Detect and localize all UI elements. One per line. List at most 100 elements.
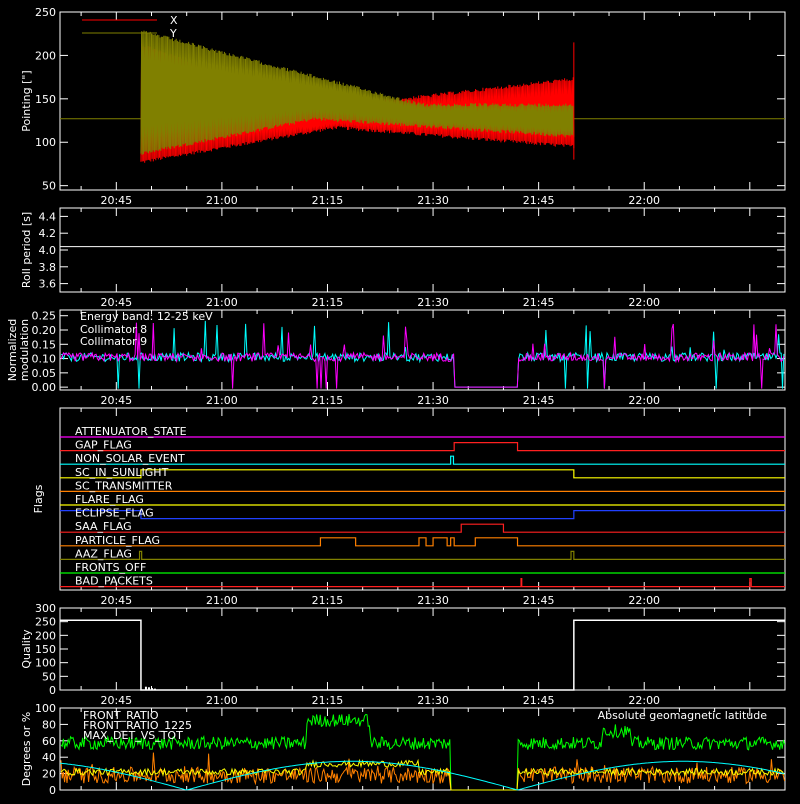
x-tick-label: 21:30	[417, 394, 449, 407]
series-front-ratio-1225-line	[60, 713, 786, 791]
x-tick-label: 21:30	[417, 594, 449, 607]
y-tick-label: 4.0	[39, 244, 57, 257]
x-tick-label: 21:45	[523, 296, 555, 309]
x-tick-label: 21:00	[206, 296, 238, 309]
flag-label-sc-transmitter: SC_TRANSMITTER	[75, 479, 173, 492]
y-tick-label: 0	[49, 784, 56, 797]
panel-1: 20:45 21:00 21:15 21:30 21:45 22:00 50 100 150 20…	[20, 6, 786, 207]
y-axis-label: Normalized	[6, 319, 19, 381]
flag-label-aaz-flag: AAZ_FLAG	[75, 547, 132, 560]
y-tick-label: 250	[35, 616, 56, 629]
y-tick-label: 100	[35, 702, 56, 715]
legend-label-collimator-9: Collimator 9	[80, 335, 147, 348]
x-tick-label: 20:45	[100, 194, 132, 207]
flag-label-attenuator-state: ATTENUATOR_STATE	[75, 425, 187, 438]
flag-label-gap-flag: GAP_FLAG	[75, 439, 132, 452]
legend-label-front-ratio-1225: FRONT_RATIO_1225	[83, 719, 192, 732]
y-tick-label: 50	[42, 180, 56, 193]
panel-frame	[59, 309, 786, 391]
panel-2: 20:45 21:00 21:15 21:30 21:45 22:00 3.6 3.8 4.0 4…	[20, 207, 786, 309]
y-axis-label: Degrees or %	[20, 712, 33, 786]
flag-line-non-solar-event	[60, 455, 785, 465]
series-front-ratio-line	[60, 758, 785, 791]
x-tick-label: 21:45	[523, 594, 555, 607]
panel-frame	[59, 707, 786, 791]
flag-line-saa-flag	[60, 523, 785, 533]
flag-line-gap-flag	[60, 442, 785, 452]
y-tick-label: 3.8	[39, 261, 57, 274]
x-tick-label: 22:00	[628, 194, 660, 207]
energy-band-annotation: Energy band: 12-25 keV	[80, 310, 213, 323]
x-tick-label: 21:45	[523, 394, 555, 407]
y-tick-label: 0.10	[32, 353, 57, 366]
y-tick-label: 20	[42, 768, 56, 781]
quality-line	[60, 619, 785, 691]
x-tick-label: 20:45	[100, 694, 132, 707]
y-tick-label: 200	[35, 629, 56, 642]
legend-label-geomagnetic-latitude: Absolute geomagnetic latitude	[598, 709, 768, 722]
panel-5: 20:45 21:00 21:15 21:30 21:45 22:000501001502…	[20, 602, 786, 707]
series-Y-line	[140, 30, 575, 155]
flag-line-particle-flag	[60, 537, 785, 547]
flag-label-saa-flag: SAA_FLAG	[75, 520, 132, 533]
y-tick-label: 0.00	[32, 381, 57, 394]
panel-4: 20:45 21:00 21:15 21:30 21:45 22:00 Flags ATTEN…	[32, 407, 786, 607]
legend-label-collimator-8: Collimator 8	[80, 323, 147, 336]
legend-label-X: X	[170, 14, 178, 27]
x-tick-label: 21:30	[417, 194, 449, 207]
y-tick-label: 0	[49, 684, 56, 697]
series-collimator-9-line	[60, 322, 785, 389]
x-tick-label: 21:45	[523, 694, 555, 707]
x-tick-label: 21:30	[417, 694, 449, 707]
flag-label-particle-flag: PARTICLE_FLAG	[75, 534, 160, 547]
y-tick-label: 0.05	[32, 367, 57, 380]
x-tick-label: 21:15	[312, 594, 344, 607]
panel-3: 20:45 21:00 21:15 21:30 21:45 22:000.000.050.…	[6, 309, 786, 407]
x-tick-label: 21:00	[206, 594, 238, 607]
series-max-det-vs-tot-line	[60, 752, 786, 791]
panel-frame	[59, 207, 786, 293]
flag-line-eclipse-flag	[60, 510, 785, 520]
y-tick-label: 250	[35, 6, 56, 19]
y-tick-label: 4.4	[39, 210, 57, 223]
y-tick-label: 0.25	[32, 310, 57, 323]
flag-label-fronts-off: FRONTS_OFF	[75, 561, 146, 574]
x-tick-label: 21:45	[523, 194, 555, 207]
x-tick-label: 21:00	[206, 194, 238, 207]
x-tick-label: 22:00	[628, 694, 660, 707]
x-tick-label: 22:00	[628, 594, 660, 607]
flag-line-sc-in-sunlight	[60, 469, 785, 479]
x-tick-label: 20:45	[100, 394, 132, 407]
y-tick-label: 100	[35, 136, 56, 149]
x-tick-label: 21:30	[417, 296, 449, 309]
x-tick-label: 20:45	[100, 594, 132, 607]
y-axis-label: Flags	[32, 484, 45, 513]
y-axis-label: Pointing ["]	[20, 70, 33, 131]
y-tick-label: 0.15	[32, 338, 57, 351]
y-tick-label: 3.6	[39, 278, 57, 291]
x-tick-label: 22:00	[628, 394, 660, 407]
x-tick-label: 21:15	[312, 296, 344, 309]
x-tick-label: 21:15	[312, 694, 344, 707]
flag-label-sc-in-sunlight: SC_IN_SUNLIGHT	[75, 466, 169, 479]
flag-label-bad-packets: BAD_PACKETS	[75, 575, 153, 588]
legend-label-max-det-vs-tot: MAX_DET_VS_TOT	[83, 729, 183, 742]
x-tick-label: 21:15	[312, 194, 344, 207]
y-axis-label: modulation	[18, 319, 31, 381]
series-collimator-8-line	[60, 320, 785, 389]
y-axis-label: Quality	[20, 629, 33, 669]
flag-label-non-solar-event: NON_SOLAR_EVENT	[75, 452, 185, 465]
y-tick-label: 0.20	[32, 324, 57, 337]
flag-line-aaz-flag	[60, 550, 785, 560]
panel-frame	[59, 407, 786, 591]
x-tick-label: 21:00	[206, 694, 238, 707]
legend-label-Y: Y	[169, 27, 177, 40]
y-tick-label: 80	[42, 718, 56, 731]
y-tick-label: 100	[35, 657, 56, 670]
y-tick-label: 150	[35, 643, 56, 656]
y-tick-label: 300	[35, 602, 56, 615]
panel-frame	[59, 11, 786, 191]
y-tick-label: 4.2	[39, 227, 57, 240]
